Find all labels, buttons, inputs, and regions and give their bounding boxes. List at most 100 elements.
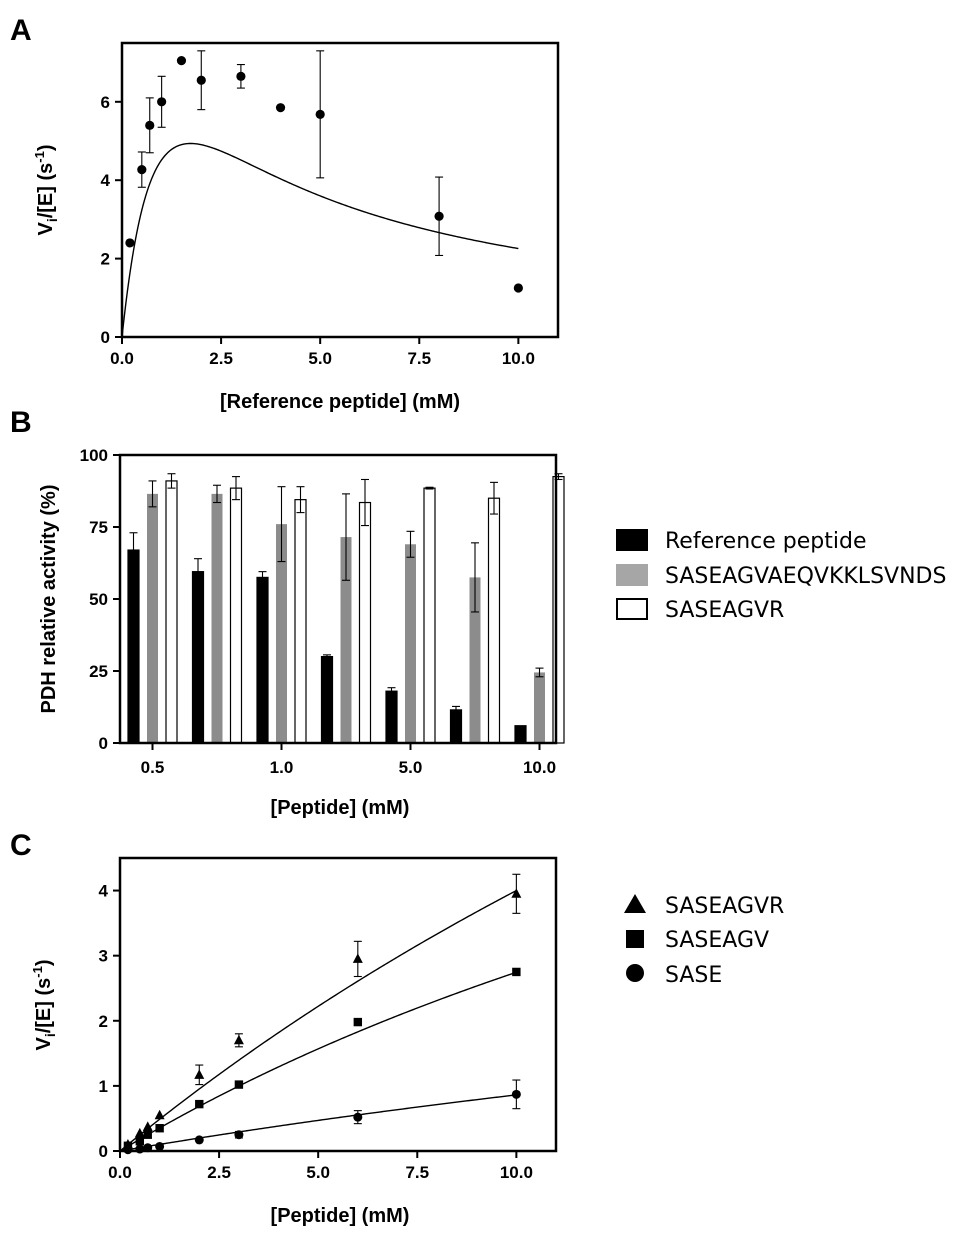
legend-swatch-saseagvaeqvkklsvnds — [616, 564, 648, 586]
panel-a-data-point — [236, 71, 246, 81]
panel-b-y-tick-label: 100 — [80, 446, 108, 465]
panel-a-y-axis-title: Vi/[E] (s-1) — [32, 144, 60, 235]
legend-swatch-reference-peptide — [616, 529, 648, 551]
panel-a: A 0.0 2.5 5.0 7.5 10.0 0 2 4 6 [Reference peptid… — [10, 14, 560, 413]
panel-a-fit-curve — [121, 142, 519, 338]
panel-c-point-saseagvr — [233, 1034, 244, 1045]
legend-label-sase: SASE — [665, 963, 722, 988]
legend-marker-circle — [626, 964, 644, 982]
bar-saseagvaeqvkklsvnds — [147, 493, 158, 743]
bar-saseagvr — [165, 480, 178, 744]
panel-c-point-saseagvr — [142, 1121, 153, 1131]
bar-saseagvaeqvkklsvnds — [469, 577, 481, 743]
panel-a-x-tick-label: 5.0 — [308, 349, 332, 368]
panel-c-point-saseagv — [234, 1080, 244, 1089]
panel-b-letter: B — [10, 406, 32, 439]
panel-c-point-saseagv — [155, 1124, 164, 1133]
bar-saseagvr — [552, 476, 565, 744]
panel-c: C 0.0 2.5 5.0 7.5 10.0 0 1 2 3 4 [Peptide] (mM) V… — [10, 829, 784, 1227]
panel-a-data-point — [196, 75, 206, 85]
panel-c-point-saseagv — [512, 967, 521, 977]
panel-a-x-tick-label: 7.5 — [407, 349, 431, 368]
bar-saseagvr — [487, 497, 501, 744]
bar-saseagvaeqvkklsvnds — [405, 544, 416, 743]
panel-a-x-tick-label: 2.5 — [209, 349, 233, 368]
panel-b-y-tick-label: 25 — [89, 662, 108, 681]
panel-b-x-tick-label: 0.5 — [141, 758, 165, 777]
panel-b-x-tick-label: 1.0 — [270, 758, 294, 777]
panel-b-x-axis-title: [Peptide] (mM) — [271, 797, 410, 819]
panel-a-data-point — [513, 283, 523, 293]
panel-c-point-sase — [123, 1145, 133, 1155]
panel-a-plot-area — [121, 50, 523, 338]
panel-b-y-tick-label: 50 — [89, 590, 108, 609]
panel-c-y-tick-label: 0 — [99, 1142, 108, 1161]
panel-c-frame — [118, 856, 558, 1153]
panel-c-x-tick-label: 2.5 — [207, 1163, 231, 1182]
panel-c-point-saseagvr — [134, 1127, 145, 1138]
legend-label-saseagvaeqvkklsvnds: SASEAGVAEQVKKLSVNDS — [665, 564, 946, 589]
bar-reference-peptide — [449, 709, 463, 744]
panel-a-data-point — [125, 238, 135, 248]
panel-b-axes: 0 25 50 75 100 0.5 1.0 5.0 10.0 — [80, 446, 556, 777]
bar-reference-peptide — [320, 655, 334, 744]
panel-b-x-tick-label: 5.0 — [399, 758, 423, 777]
panel-a-y-tick-label: 0 — [101, 328, 110, 347]
panel-c-point-sase — [194, 1135, 204, 1145]
bar-saseagvaeqvkklsvnds — [276, 524, 287, 743]
panel-b-x-tick-label: 10.0 — [523, 758, 556, 777]
panel-c-letter: C — [10, 829, 32, 862]
panel-a-data-point — [157, 97, 167, 107]
panel-c-point-saseagvr — [511, 888, 522, 898]
bar-saseagvr — [294, 499, 307, 744]
bar-reference-peptide — [256, 576, 269, 744]
panel-c-point-saseagvr — [194, 1069, 205, 1079]
panel-a-frame — [120, 41, 560, 339]
panel-c-y-tick-label: 1 — [99, 1077, 108, 1096]
panel-a-y-tick-label: 4 — [101, 171, 111, 190]
panel-a-data-point — [315, 109, 325, 119]
panel-a-x-tick-label: 0.0 — [110, 349, 134, 368]
panel-c-fit-curve-sase — [119, 1094, 517, 1152]
bar-reference-peptide — [514, 725, 527, 744]
panel-c-legend: SASEAGVR SASEAGV SASE — [624, 894, 784, 988]
legend-label-saseagv: SASEAGV — [665, 928, 769, 953]
panel-c-y-tick-label: 2 — [99, 1012, 108, 1031]
bar-reference-peptide — [191, 571, 205, 744]
panel-c-plot-area — [119, 873, 522, 1155]
panel-c-point-saseagv — [195, 1099, 204, 1109]
panel-a-data-point — [275, 103, 286, 113]
legend-marker-square — [626, 930, 644, 948]
panel-b-plot-area — [127, 473, 565, 744]
panel-b: B 0 25 50 75 100 0.5 1.0 5.0 10.0 [Peptide] (mM)… — [10, 406, 946, 819]
panel-c-point-saseagvr — [154, 1109, 165, 1120]
legend-marker-triangle — [624, 894, 646, 913]
panel-c-axes: 0.0 2.5 5.0 7.5 10.0 0 1 2 3 4 — [99, 882, 533, 1182]
panel-b-y-axis-title: PDH relative activity (%) — [38, 485, 60, 714]
bar-saseagvr — [423, 487, 436, 744]
panel-c-x-tick-label: 10.0 — [500, 1163, 533, 1182]
panel-a-x-axis-title: [Reference peptide] (mM) — [220, 391, 460, 413]
panel-c-point-sase — [155, 1141, 165, 1151]
panel-a-x-tick-label: 10.0 — [502, 349, 535, 368]
bar-saseagvaeqvkklsvnds — [340, 537, 352, 743]
panel-a-y-tick-label: 6 — [101, 93, 110, 112]
panel-a-data-point — [145, 120, 155, 130]
legend-label-saseagvr-c: SASEAGVR — [665, 894, 784, 919]
bar-saseagvaeqvkklsvnds — [534, 672, 545, 743]
panel-c-fit-curve-saseagvr — [119, 889, 517, 1152]
panel-a-y-tick-label: 2 — [101, 250, 110, 269]
panel-a-data-point — [176, 56, 187, 66]
panel-a-axes: 0.0 2.5 5.0 7.5 10.0 0 2 4 6 — [101, 93, 535, 368]
panel-a-data-point — [434, 211, 444, 221]
bar-reference-peptide — [385, 690, 398, 744]
panel-c-y-axis-title: Vi/[E] (s-1) — [30, 959, 58, 1050]
bar-saseagvr — [358, 501, 372, 744]
panel-c-x-tick-label: 5.0 — [306, 1163, 330, 1182]
panel-c-point-saseagv — [353, 1017, 363, 1027]
legend-swatch-saseagvr — [616, 598, 648, 620]
panel-b-y-tick-label: 0 — [99, 734, 108, 753]
legend-label-reference-peptide: Reference peptide — [665, 529, 866, 554]
panel-c-point-sase — [234, 1130, 244, 1140]
bar-saseagvr — [229, 487, 243, 744]
